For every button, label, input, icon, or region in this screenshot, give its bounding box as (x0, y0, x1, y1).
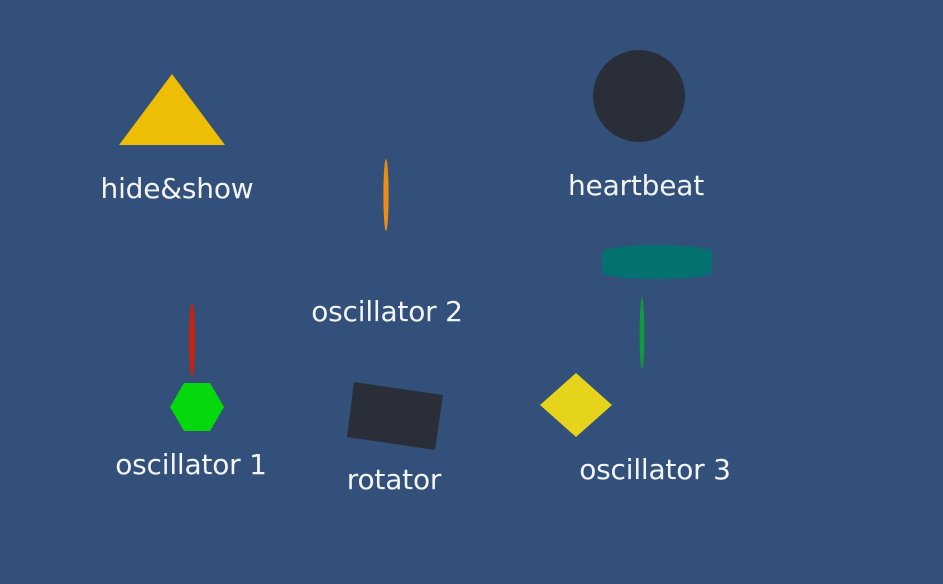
label-oscillator-1: oscillator 1 (115, 448, 267, 481)
teal-cylinder-top (602, 245, 712, 259)
triangle-icon[interactable] (119, 74, 225, 145)
teal-cylinder-icon[interactable] (602, 245, 712, 279)
red-needle-icon[interactable] (189, 303, 195, 377)
square-icon[interactable] (347, 382, 443, 450)
diamond-icon[interactable] (540, 373, 612, 437)
label-heartbeat: heartbeat (568, 169, 704, 202)
label-oscillator-3: oscillator 3 (579, 453, 731, 486)
label-rotator: rotator (346, 463, 442, 496)
teal-cylinder-bottom (602, 265, 712, 279)
green-needle-icon[interactable] (639, 297, 645, 369)
label-oscillator-2: oscillator 2 (311, 295, 463, 328)
capsule-icon[interactable] (383, 159, 389, 231)
label-hide-show: hide&show (100, 172, 254, 205)
circle-icon[interactable] (593, 50, 685, 142)
hexagon-icon[interactable] (170, 383, 224, 431)
